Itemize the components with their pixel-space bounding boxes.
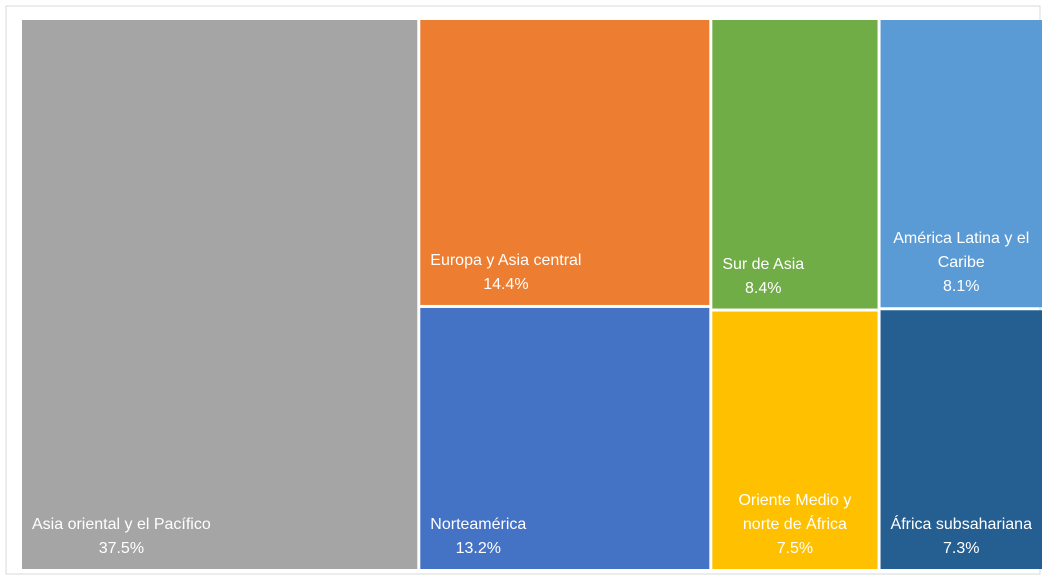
cell-label: Norteamérica 13.2% xyxy=(430,513,526,561)
treemap-cell xyxy=(880,20,1042,308)
treemap-cell xyxy=(22,20,418,569)
value-label: 8.4% xyxy=(744,279,782,297)
cell-label: África subsahariana 7.3% xyxy=(891,513,1032,561)
treemap-cell xyxy=(420,307,710,569)
category-label: Europa y Asia central xyxy=(430,251,582,269)
value-label: 14.4% xyxy=(483,275,529,293)
category-label: América Latina y el Caribe xyxy=(893,230,1030,272)
treemap-cell xyxy=(420,20,710,305)
category-label: Norteamérica xyxy=(430,516,527,533)
cell-label: Oriente Medio y norte de África 7.5% xyxy=(722,489,867,561)
cell-label: Asia oriental y el Pacífico 37.5% xyxy=(32,513,211,561)
category-label: Sur de Asia xyxy=(722,255,805,273)
category-label: Asia oriental y el Pacífico xyxy=(32,516,211,533)
value-label: 7.5% xyxy=(776,540,814,557)
value-label: 37.5% xyxy=(98,540,145,557)
cell-label: América Latina y el Caribe 8.1% xyxy=(891,227,1032,299)
treemap-cell xyxy=(712,20,878,309)
value-label: 7.3% xyxy=(943,540,980,557)
category-label: Oriente Medio y norte de África xyxy=(738,492,852,533)
cell-label: Europa y Asia central 14.4% xyxy=(430,249,581,297)
treemap-cell xyxy=(880,310,1042,569)
category-label: África subsahariana xyxy=(890,516,1032,533)
treemap-cell xyxy=(712,311,878,569)
value-label: 8.1% xyxy=(943,278,980,296)
value-label: 13.2% xyxy=(455,540,501,557)
cell-label: Sur de Asia 8.4% xyxy=(722,253,804,301)
